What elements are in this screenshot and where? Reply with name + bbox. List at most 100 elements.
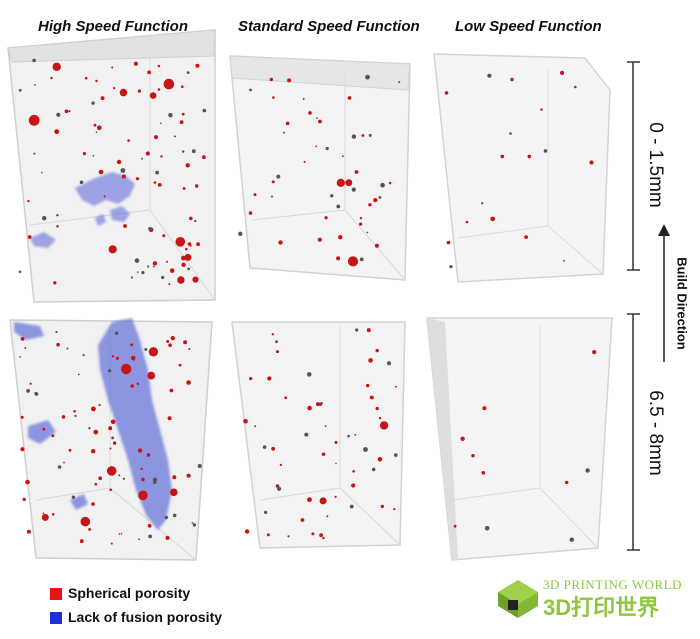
pore [51,513,55,516]
pore-large [148,347,159,357]
pore [109,488,112,492]
pore [282,131,285,134]
pore [56,214,59,217]
pore [137,89,141,93]
pore [178,363,182,367]
pore [138,538,141,541]
pore [363,447,368,452]
pore [304,432,309,437]
legend-spherical: Spherical porosity [68,585,190,601]
pore [248,211,253,215]
pore [336,204,341,209]
pore [54,129,60,135]
pore-large [106,466,117,476]
lack-of-fusion-region [30,172,135,248]
pore [179,120,184,125]
pore [325,146,329,151]
pore-large [138,490,148,501]
pore [63,461,65,464]
pore [77,373,80,376]
watermark-text-en: 3D PRINTING WORLD [543,577,682,592]
pore [380,182,385,188]
pore [197,464,202,468]
pore [19,356,22,358]
row-bracket-bottom [627,313,640,551]
pore [300,518,305,522]
specimen-low-bottom [426,317,613,561]
pore [121,174,126,179]
pore [500,154,505,159]
pore [26,529,31,534]
pore [172,475,177,480]
pore [368,133,372,137]
pore [185,163,190,168]
pore [84,76,88,80]
pore [254,425,257,428]
pore [354,170,359,174]
pore [95,79,98,83]
pore [186,71,190,74]
pore [369,395,374,400]
pore [355,328,359,332]
pore [186,473,191,478]
pore-large [170,488,178,497]
pore [307,405,312,411]
pore [20,415,24,419]
pore [120,533,123,535]
pore [168,112,173,118]
pore [64,109,69,114]
pore [543,149,548,153]
pore [271,446,275,451]
pore [352,470,355,473]
pore [306,372,312,377]
pore [238,231,243,236]
pore [91,449,96,454]
pore [144,348,148,351]
pore [152,480,157,485]
pore [110,542,113,545]
pore [287,78,292,83]
pore [147,70,152,75]
pore [122,477,125,480]
pore [168,343,172,348]
pore [130,355,136,361]
pore [79,180,84,185]
pore [82,152,86,156]
pore [375,348,379,353]
pore [302,97,305,100]
pore [56,342,60,347]
legend-lack-of-fusion: Lack of fusion porosity [68,609,222,625]
specimen-low-top [433,53,611,283]
pore [444,91,449,95]
pore [359,257,364,262]
pore [135,177,139,181]
row-bracket-top [627,61,640,271]
pore [324,425,327,427]
specimen-standard-top [229,55,411,281]
pore [170,336,175,341]
pore [153,265,155,268]
watermark-text-cn: 3D打印世界 [543,595,660,620]
watermark-cube-logo [498,580,538,618]
pore-large [108,245,117,254]
pore [540,108,543,111]
pore [88,427,91,430]
pore [187,267,191,271]
pore [484,525,490,531]
pore [186,380,191,385]
pore-large [149,92,157,99]
pore [140,467,143,470]
pore [92,154,95,157]
pore [509,132,512,135]
pore [167,416,172,421]
pore [91,101,95,105]
pore [68,448,72,452]
pore [71,495,76,499]
pore [91,502,95,506]
pore [361,134,365,137]
pore-large [175,237,186,247]
pore [42,216,47,221]
pore [267,376,272,381]
pore [262,445,267,449]
